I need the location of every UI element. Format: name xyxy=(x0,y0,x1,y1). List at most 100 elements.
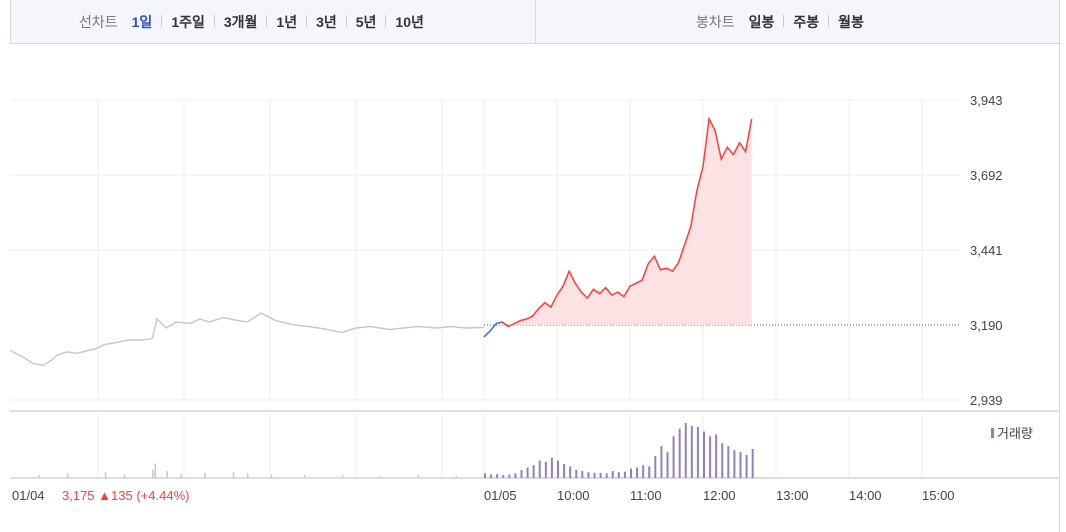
panel-border xyxy=(1059,44,1060,532)
candle-tab-1[interactable]: 주봉 xyxy=(793,13,820,30)
tab-separator xyxy=(266,14,268,27)
volume-bar-today xyxy=(733,450,736,478)
volume-bar-today xyxy=(684,422,687,478)
tab-separator xyxy=(783,14,785,27)
volume-bar-today xyxy=(642,465,645,478)
volume-bar-today xyxy=(751,449,754,478)
candle-chart-label: 봉차트 xyxy=(696,13,735,30)
volume-bar-today xyxy=(630,468,632,478)
today-line-up xyxy=(501,116,753,328)
volume-bar-today xyxy=(514,473,517,478)
volume-bar-today xyxy=(496,473,499,478)
summary-part-2: 135 xyxy=(111,488,136,503)
volume-bar-prev xyxy=(123,474,126,478)
tab-separator xyxy=(345,14,347,27)
volume-bar-today xyxy=(703,431,705,478)
tab-separator xyxy=(828,14,830,27)
x-tick-label: 13:00 xyxy=(776,488,809,503)
candle-chart-group: 봉차트 일봉 주봉 월봉 xyxy=(536,0,1059,43)
volume-bar-prev xyxy=(104,472,107,478)
volume-bar-prev xyxy=(455,475,458,478)
period-tab-3[interactable]: 1년 xyxy=(276,13,298,30)
summary-part-3: (+4.44%) xyxy=(136,488,189,503)
volume-bar-today xyxy=(623,471,626,478)
candle-tabs: 일봉 주봉 월봉 xyxy=(749,12,864,32)
period-tab-4[interactable]: 3년 xyxy=(316,13,337,30)
volume-bar-today xyxy=(538,460,541,478)
volume-bar-today xyxy=(532,465,535,478)
volume-bar-today xyxy=(550,457,553,478)
volume-bar-today xyxy=(484,473,486,478)
volume-bar-today xyxy=(502,475,505,478)
volume-bar-today xyxy=(526,467,529,478)
volume-bar-today xyxy=(715,434,718,478)
volume-bar-today xyxy=(690,425,693,478)
volume-bar-today xyxy=(563,464,566,478)
volume-bar-prev xyxy=(152,469,154,478)
volume-bar-today xyxy=(721,443,724,478)
volume-bar-today xyxy=(581,471,584,478)
summary-part-1: ▲ xyxy=(98,488,111,503)
x-tick-label: 15:00 xyxy=(922,488,955,503)
summary-part-0: 3,175 xyxy=(62,488,98,503)
x-tick-label: 01/05 xyxy=(484,488,517,503)
line-chart-label: 선차트 xyxy=(79,13,118,30)
period-tab-2[interactable]: 3개월 xyxy=(223,13,258,30)
volume-bar-today xyxy=(490,474,493,478)
volume-bar-today xyxy=(745,454,748,478)
tab-separator xyxy=(161,14,163,27)
period-tab-1[interactable]: 1주일 xyxy=(171,13,205,30)
volume-bar-today xyxy=(696,426,699,478)
tab-separator xyxy=(306,14,308,27)
volume-bar-today xyxy=(739,451,742,478)
today-line-down xyxy=(483,321,503,338)
volume-bar-prev xyxy=(166,471,168,478)
y-tick-label: 3,692 xyxy=(970,168,1003,183)
volume-bar-prev xyxy=(66,473,69,478)
volume-bar-today xyxy=(587,472,590,478)
y-tick-label: 3,190 xyxy=(970,318,1003,333)
volume-bar-today xyxy=(605,473,608,478)
volume-bar-prev xyxy=(303,475,306,478)
volume-bar-today xyxy=(611,471,614,478)
volume-bar-today xyxy=(672,436,675,478)
volume-bar-today xyxy=(575,469,578,478)
tab-separator xyxy=(385,14,387,27)
volume-legend-swatch xyxy=(991,428,994,438)
price-summary: 3,175 ▲135 (+4.44%) xyxy=(62,488,189,503)
volume-bar-today xyxy=(666,451,669,478)
period-tab-5[interactable]: 5년 xyxy=(355,13,377,30)
x-tick-label: 11:00 xyxy=(630,488,662,503)
period-tab-0[interactable]: 1일 xyxy=(131,13,153,30)
volume-legend-label: 거래량 xyxy=(997,426,1033,441)
volume-bar-today xyxy=(617,472,620,478)
y-tick-label: 3,441 xyxy=(970,243,1003,258)
x-tick-label: 10:00 xyxy=(557,488,590,503)
volume-bar-prev xyxy=(232,472,235,478)
volume-bar-today xyxy=(654,455,657,478)
volume-bar-prev xyxy=(341,475,344,478)
volume-bar-today xyxy=(520,469,523,478)
prev-day-line xyxy=(9,312,485,367)
volume-bar-today xyxy=(678,428,681,478)
volume-bar-prev xyxy=(417,475,420,478)
volume-bar-today xyxy=(727,446,730,478)
candle-tab-0[interactable]: 일봉 xyxy=(748,13,775,30)
volume-bar-prev xyxy=(379,475,382,478)
volume-bar-today xyxy=(557,460,559,478)
volume-bar-today xyxy=(709,436,712,478)
x-tick-label: 01/04 xyxy=(12,488,45,503)
volume-bar-today xyxy=(593,472,596,478)
y-tick-label: 3,943 xyxy=(970,93,1003,108)
chart-tab-bar: 선차트 1일 1주일 3개월 1년 3년 5년 10년 봉차트 일봉 주봉 월봉 xyxy=(10,0,1060,44)
volume-bar-prev xyxy=(180,473,183,478)
x-tick-label: 14:00 xyxy=(849,488,882,503)
line-chart-group: 선차트 1일 1주일 3개월 1년 3년 5년 10년 xyxy=(11,0,536,43)
grid xyxy=(10,99,960,478)
period-tab-6[interactable]: 10년 xyxy=(395,13,424,30)
candle-tab-2[interactable]: 월봉 xyxy=(838,13,864,30)
volume-bar-prev xyxy=(270,474,273,478)
volume-bar-prev xyxy=(204,472,206,478)
volume-bar-today xyxy=(599,472,602,478)
